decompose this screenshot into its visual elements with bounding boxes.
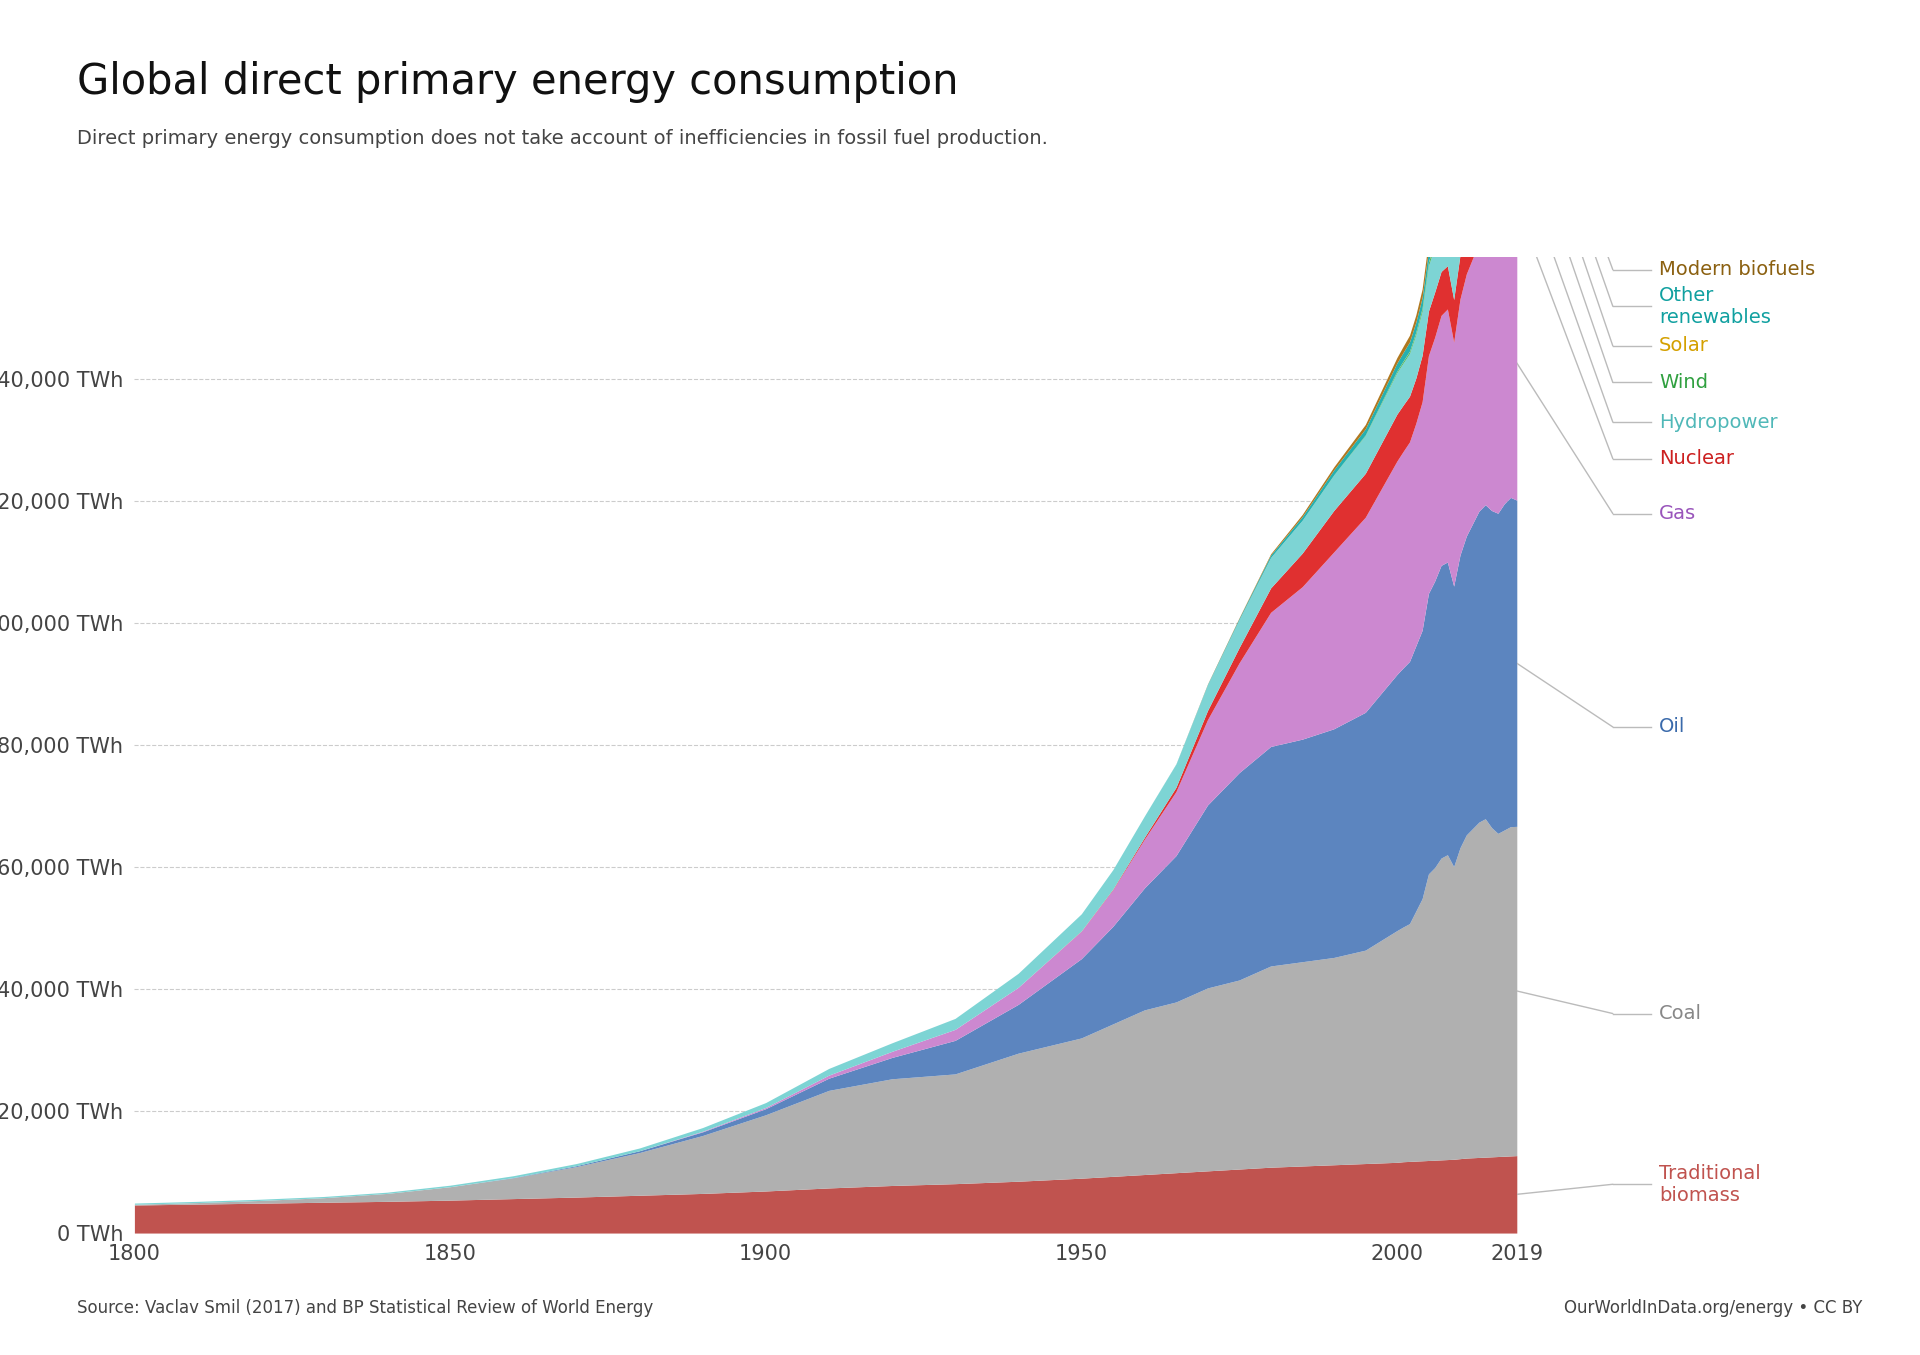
Text: Source: Vaclav Smil (2017) and BP Statistical Review of World Energy: Source: Vaclav Smil (2017) and BP Statis… — [77, 1299, 653, 1317]
Text: Nuclear: Nuclear — [1659, 449, 1734, 469]
Text: Traditional
biomass: Traditional biomass — [1659, 1164, 1761, 1205]
Text: Gas: Gas — [1659, 504, 1695, 523]
Text: Solar: Solar — [1659, 336, 1709, 355]
Text: Our World: Our World — [1713, 69, 1814, 87]
Text: OurWorldInData.org/energy • CC BY: OurWorldInData.org/energy • CC BY — [1565, 1299, 1862, 1317]
Text: Hydropower: Hydropower — [1659, 412, 1778, 432]
Text: Coal: Coal — [1659, 1004, 1701, 1023]
Text: Direct primary energy consumption does not take account of inefficiencies in fos: Direct primary energy consumption does n… — [77, 129, 1048, 148]
Text: Wind: Wind — [1659, 373, 1709, 392]
Text: in Data: in Data — [1728, 107, 1799, 125]
Text: Oil: Oil — [1659, 717, 1686, 737]
Text: Other
renewables: Other renewables — [1659, 286, 1770, 327]
Text: Modern biofuels: Modern biofuels — [1659, 260, 1814, 279]
Text: Global direct primary energy consumption: Global direct primary energy consumption — [77, 61, 958, 103]
